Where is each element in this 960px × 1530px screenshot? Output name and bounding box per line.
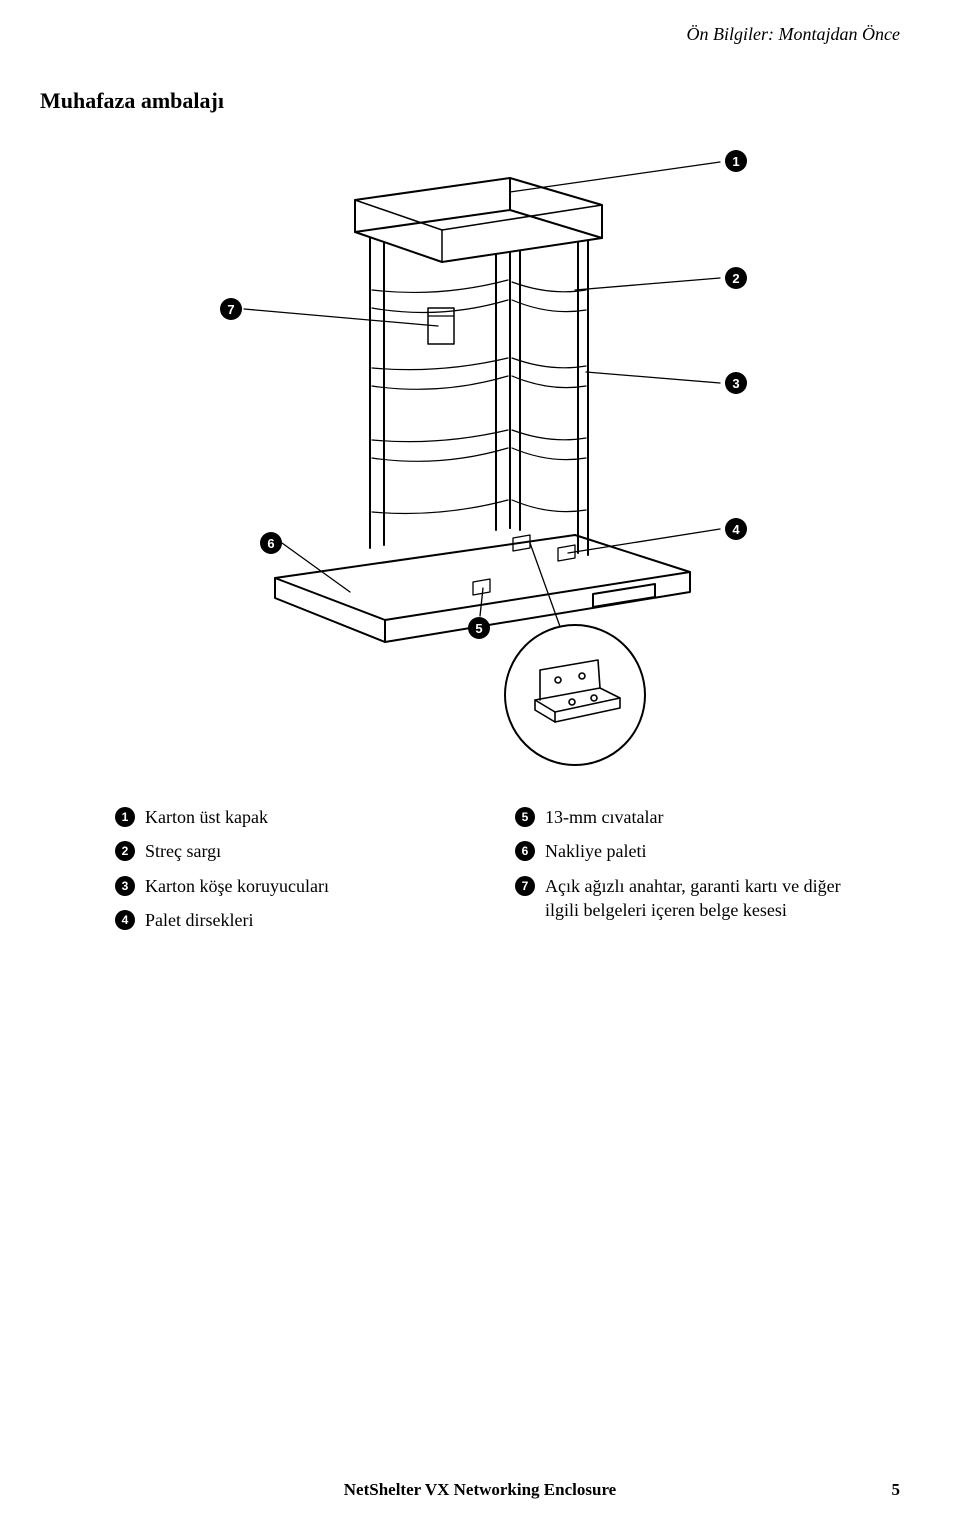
legend-item: 6 Nakliye paleti	[515, 839, 855, 863]
legend-col-right: 5 13-mm cıvatalar 6 Nakliye paleti 7 Açı…	[515, 805, 855, 942]
legend-text: 13-mm cıvatalar	[545, 805, 663, 829]
legend-text: Karton köşe koruyucuları	[145, 874, 329, 898]
legend-text: Açık ağızlı anahtar, garanti kartı ve di…	[545, 874, 855, 923]
legend-number: 1	[115, 807, 135, 827]
legend-number: 3	[115, 876, 135, 896]
diagram-marker-5: 5	[468, 617, 490, 639]
legend-number: 5	[515, 807, 535, 827]
diagram-marker-3: 3	[725, 372, 747, 394]
legend-text: Karton üst kapak	[145, 805, 268, 829]
legend-item: 3 Karton köşe koruyucuları	[115, 874, 455, 898]
legend: 1 Karton üst kapak 2 Streç sargı 3 Karto…	[115, 805, 855, 942]
legend-item: 2 Streç sargı	[115, 839, 455, 863]
diagram-svg	[180, 140, 780, 780]
legend-number: 2	[115, 841, 135, 861]
diagram-marker-1: 1	[725, 150, 747, 172]
header-breadcrumb: Ön Bilgiler: Montajdan Önce	[687, 24, 900, 45]
legend-item: 1 Karton üst kapak	[115, 805, 455, 829]
diagram-marker-7: 7	[220, 298, 242, 320]
diagram-marker-6: 6	[260, 532, 282, 554]
footer-title: NetShelter VX Networking Enclosure	[0, 1480, 960, 1500]
packaging-diagram: 1 2 3 4 5 6 7	[180, 140, 780, 780]
section-title: Muhafaza ambalajı	[40, 88, 224, 114]
legend-item: 7 Açık ağızlı anahtar, garanti kartı ve …	[515, 874, 855, 923]
legend-text: Streç sargı	[145, 839, 221, 863]
legend-item: 4 Palet dirsekleri	[115, 908, 455, 932]
legend-col-left: 1 Karton üst kapak 2 Streç sargı 3 Karto…	[115, 805, 455, 942]
legend-text: Palet dirsekleri	[145, 908, 253, 932]
diagram-marker-2: 2	[725, 267, 747, 289]
page-number: 5	[892, 1480, 901, 1500]
diagram-marker-4: 4	[725, 518, 747, 540]
legend-text: Nakliye paleti	[545, 839, 646, 863]
legend-item: 5 13-mm cıvatalar	[515, 805, 855, 829]
legend-number: 4	[115, 910, 135, 930]
legend-number: 6	[515, 841, 535, 861]
legend-number: 7	[515, 876, 535, 896]
